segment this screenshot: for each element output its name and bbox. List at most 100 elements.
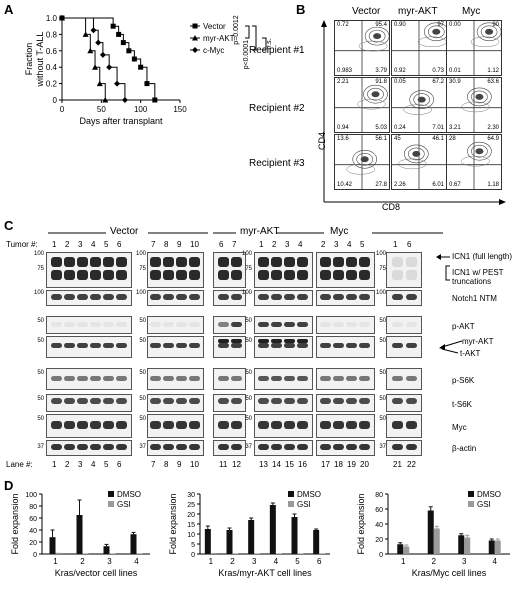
tumor-number: 8 (164, 240, 169, 249)
blot-band (346, 270, 357, 281)
survival-point (116, 31, 122, 37)
blot-band (116, 443, 127, 450)
blot-band (163, 270, 174, 281)
blot-band (218, 270, 229, 281)
blot-band (77, 270, 88, 281)
mw-marker: 100 (241, 251, 252, 257)
legend-marker (192, 47, 198, 53)
panel-label-d: D (4, 478, 14, 493)
blot-band (231, 342, 242, 348)
blot-band (103, 342, 114, 348)
flow-quadrant-value: 2.30 (487, 125, 499, 131)
lane-number: 2 (65, 460, 70, 469)
blot-band (103, 293, 114, 300)
lane-number: 12 (232, 460, 241, 469)
survival-line-vector (62, 17, 156, 100)
blot-band (333, 342, 344, 348)
blot-band (359, 321, 370, 327)
blot-band (150, 256, 161, 267)
blot-band (333, 375, 344, 381)
bar-category-label: 4 (134, 557, 139, 566)
flow-quadrant-value: 1.18 (487, 182, 499, 188)
flow-plot: 13.6 56.1 10.42 27.8 (334, 134, 390, 190)
blot-band (176, 443, 187, 450)
bar-category-label: 2 (80, 557, 85, 566)
blot-band (258, 321, 269, 327)
blot-panel-myc (46, 414, 132, 438)
bar-y-tick-label: 0 (33, 552, 37, 559)
blot-band (64, 270, 75, 281)
blot-band (90, 420, 101, 429)
lane-number: 1 (52, 460, 57, 469)
blot-band (406, 443, 417, 450)
blot-band (150, 398, 161, 405)
blot-band (103, 420, 114, 429)
blot-panel-p-s6k (316, 368, 375, 390)
mw-marker: 50 (37, 370, 44, 376)
blot-band (103, 256, 114, 267)
blot-band (90, 270, 101, 281)
bar-y-tick-label: 20 (29, 540, 37, 547)
blot-panel-beta-actin (46, 440, 132, 456)
blot-band (392, 293, 403, 300)
blot-panel-beta-actin (147, 440, 204, 456)
bar-dmso (313, 530, 320, 554)
mw-marker: 50 (379, 318, 386, 324)
blot-band (333, 270, 344, 281)
blot-band (51, 270, 62, 281)
blot-band (333, 256, 344, 267)
blot-band (271, 398, 282, 405)
blot-band (284, 293, 295, 300)
blot-band (189, 270, 200, 281)
mw-marker: 37 (379, 444, 386, 450)
blot-band (406, 420, 417, 429)
tumor-number: 1 (393, 240, 398, 249)
bar-category-label: 3 (252, 557, 257, 566)
survival-point (95, 39, 102, 46)
flow-col-label-myr-akt: myr-AKT (398, 6, 438, 17)
blot-panel-notch1-ntm (213, 290, 246, 306)
flow-quadrant-value: 0.67 (449, 182, 461, 188)
bar-category-label: 1 (53, 557, 58, 566)
flow-density (447, 135, 501, 189)
bar-dmso (76, 515, 83, 554)
tumor-number: 5 (104, 240, 109, 249)
bracket-2 (252, 25, 257, 51)
flow-density (392, 135, 446, 189)
legend-label-dmso: DMSO (297, 490, 321, 499)
blot-panel-myc (147, 414, 204, 438)
blot-band (189, 256, 200, 267)
y-axis-label-2: without T-ALL (35, 32, 45, 88)
blot-band (271, 342, 282, 348)
lane-number: 15 (285, 460, 294, 469)
blot-panel-p-akt (213, 316, 246, 334)
blot-band (116, 420, 127, 429)
blot-label-icn1-pest: ICN1 w/ PEST truncations (452, 268, 504, 286)
bar-gsi (136, 553, 143, 554)
blot-panel-myc (213, 414, 246, 438)
blot-panel-akt (147, 336, 204, 358)
x-tick-label: 150 (173, 105, 187, 114)
bar-dmso (458, 535, 465, 554)
blot-band (176, 256, 187, 267)
lane-number: 5 (104, 460, 109, 469)
bar-y-tick-label: 0 (191, 552, 195, 559)
y-tick-label: 0 (53, 96, 58, 105)
y-tick-label: 0.8 (46, 30, 58, 39)
flow-quadrant-value: 0.983 (337, 68, 353, 74)
blot-band (359, 270, 370, 281)
mw-marker: 50 (379, 370, 386, 376)
blot-band (150, 375, 161, 381)
mw-marker: 37 (139, 444, 146, 450)
bar-category-label: 1 (401, 557, 406, 566)
blot-panel-icn1 (386, 252, 422, 288)
bar-y-tick-label: 25 (187, 502, 195, 509)
flow-quadrant-value: 27.8 (375, 182, 387, 188)
blot-band (51, 256, 62, 267)
bar-dmso (488, 540, 495, 554)
blot-band (150, 420, 161, 429)
blot-panel-icn1 (316, 252, 375, 288)
blot-label-notch1-ntm: Notch1 NTM (452, 294, 497, 303)
blot-band (271, 270, 282, 281)
